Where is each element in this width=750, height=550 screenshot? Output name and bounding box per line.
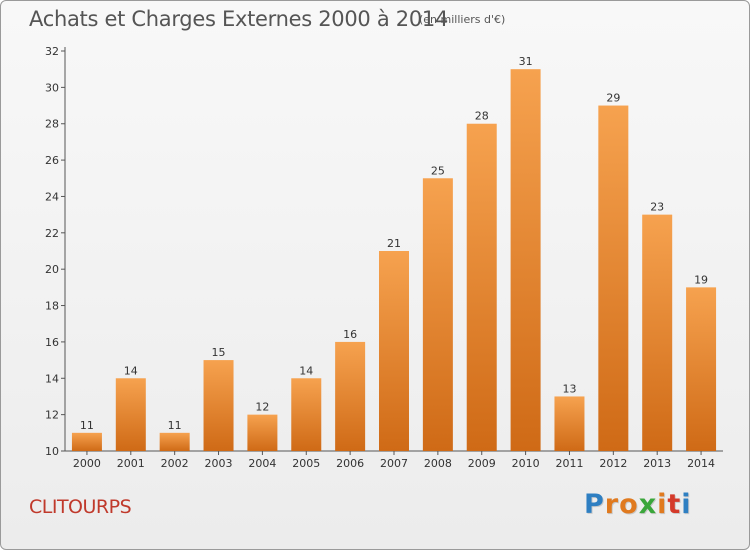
x-tick-label: 2001	[117, 457, 145, 470]
bar	[686, 287, 717, 451]
bar	[115, 378, 146, 451]
commune-name: CLITOURPS	[29, 496, 132, 518]
y-tick-label: 22	[45, 227, 59, 240]
bar-value-label: 29	[606, 92, 620, 105]
bar	[422, 178, 453, 452]
bar	[159, 432, 190, 451]
bar	[247, 414, 278, 451]
bar-value-label: 16	[343, 328, 357, 341]
bar	[466, 123, 497, 452]
bar-value-label: 12	[255, 401, 269, 414]
bar	[71, 432, 102, 451]
bar-value-label: 21	[387, 237, 401, 250]
bar-value-label: 25	[431, 164, 445, 177]
y-tick-label: 30	[45, 81, 59, 94]
x-tick-label: 2009	[468, 457, 496, 470]
x-tick-label: 2010	[512, 457, 540, 470]
bar-value-label: 23	[650, 201, 664, 214]
x-tick-label: 2003	[205, 457, 233, 470]
bar	[379, 251, 409, 451]
bar	[291, 378, 322, 451]
x-tick-label: 2013	[643, 457, 671, 470]
bar-value-label: 15	[212, 346, 226, 359]
x-tick-label: 2007	[380, 457, 408, 470]
logo-letter: t	[667, 489, 682, 520]
y-tick-label: 14	[45, 372, 59, 385]
y-tick-label: 12	[45, 409, 59, 422]
x-tick-label: 2005	[292, 457, 320, 470]
y-tick-label: 26	[45, 154, 59, 167]
logo-letter: P	[584, 489, 605, 520]
bar-value-label: 28	[475, 110, 489, 123]
bar	[554, 396, 585, 451]
bar	[203, 360, 234, 451]
bar	[510, 69, 541, 451]
logo-letter: i	[657, 489, 668, 520]
bar	[642, 214, 673, 451]
proxiti-logo: Proxiti	[584, 489, 692, 520]
x-tick-label: 2002	[161, 457, 189, 470]
chart-subtitle: (en milliers d'€)	[419, 13, 506, 26]
chart-title: Achats et Charges Externes 2000 à 2014	[29, 7, 449, 31]
bar-value-label: 11	[168, 419, 182, 432]
x-tick-label: 2000	[73, 457, 101, 470]
bar	[598, 105, 629, 451]
y-tick-label: 32	[45, 45, 59, 58]
y-tick-label: 16	[45, 336, 59, 349]
y-tick-label: 20	[45, 263, 59, 276]
x-tick-label: 2006	[336, 457, 364, 470]
x-tick-label: 2008	[424, 457, 452, 470]
x-tick-label: 2004	[248, 457, 276, 470]
y-tick-label: 24	[45, 190, 59, 203]
logo-letter: r	[604, 489, 620, 520]
bar-value-label: 11	[80, 419, 94, 432]
logo-letter: x	[638, 489, 658, 520]
bar-value-label: 13	[562, 382, 576, 395]
x-tick-label: 2014	[687, 457, 715, 470]
y-tick-label: 28	[45, 118, 59, 131]
bar-value-label: 14	[299, 364, 313, 377]
x-tick-label: 2011	[555, 457, 583, 470]
bar-value-label: 31	[519, 55, 533, 68]
y-tick-label: 18	[45, 300, 59, 313]
bar-value-label: 19	[694, 273, 708, 286]
bar-value-label: 14	[124, 364, 138, 377]
y-tick-label: 10	[45, 445, 59, 458]
logo-letter: o	[619, 489, 639, 520]
logo-letter: i	[681, 489, 692, 520]
bar	[335, 341, 366, 451]
x-tick-label: 2012	[599, 457, 627, 470]
